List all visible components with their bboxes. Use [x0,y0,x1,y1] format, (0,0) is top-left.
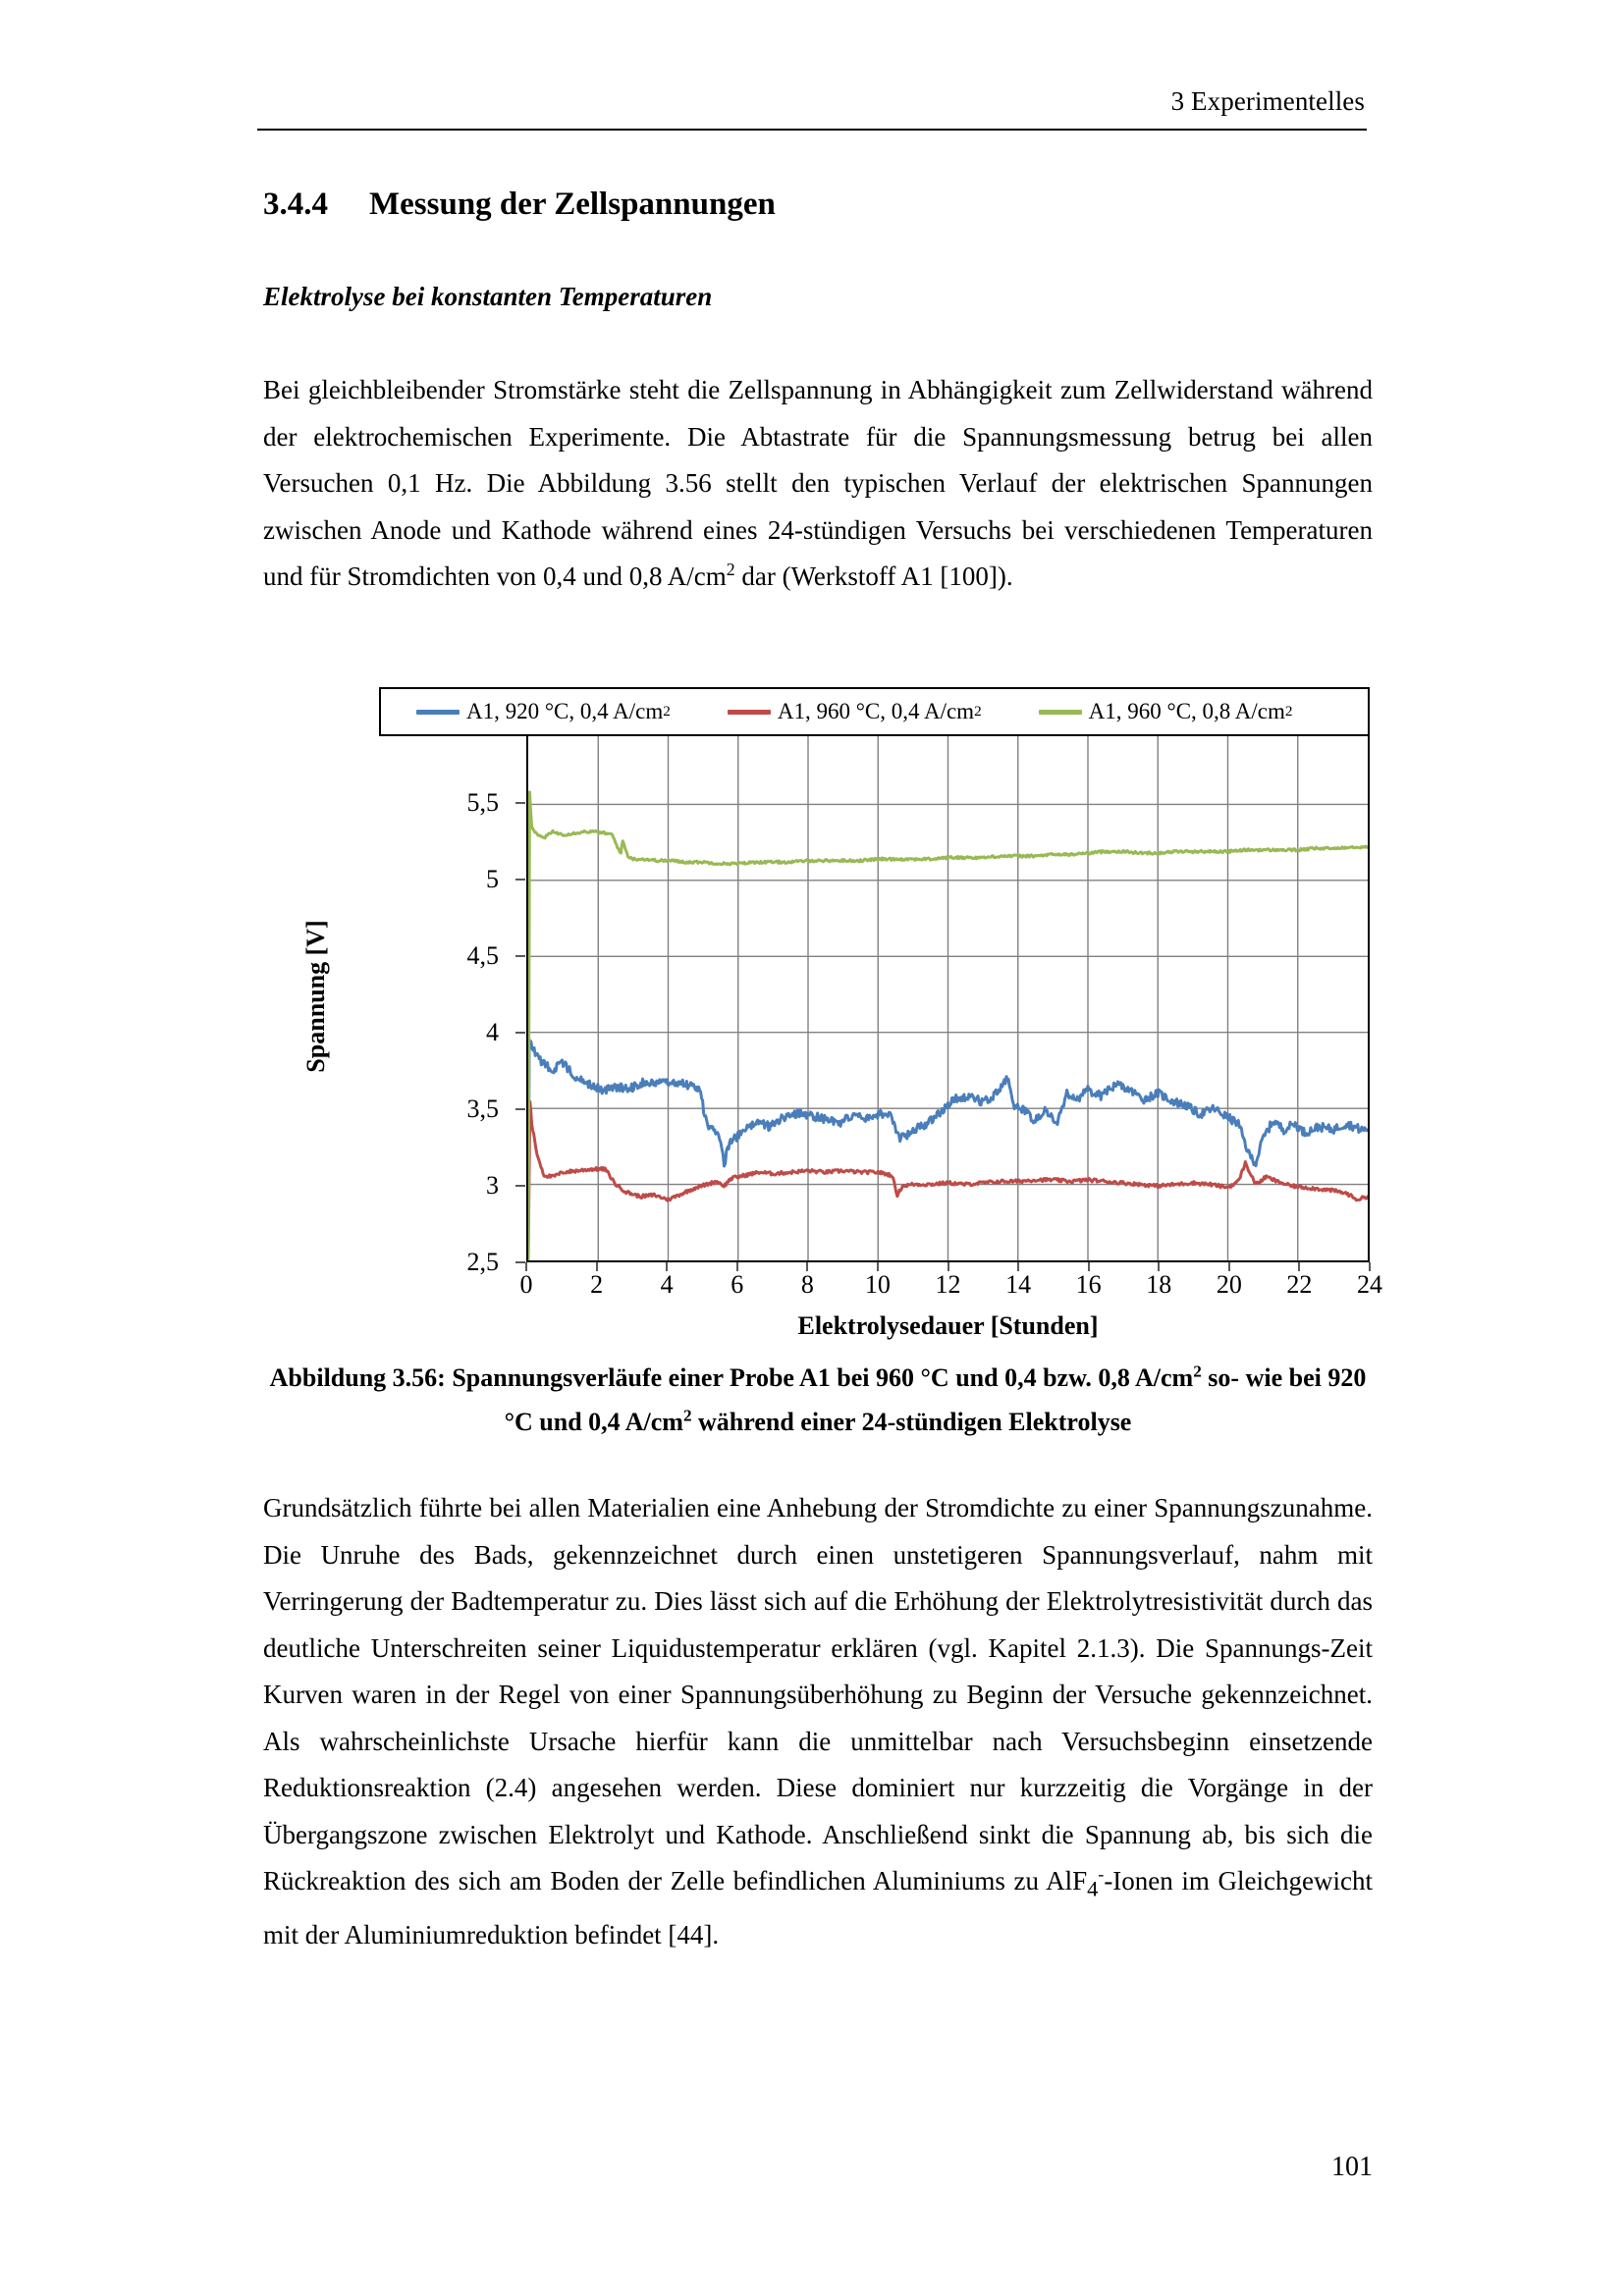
y-tick-mark [515,1261,525,1263]
paragraph-2-text-a: Grundsätzlich führte bei allen Materiali… [263,1493,1373,1896]
x-tick-label: 2 [590,1270,604,1299]
caption-line1-sup: 2 [1193,1362,1202,1381]
y-tick-label: 3 [486,1171,499,1200]
y-tick-mark [515,1108,525,1110]
caption-line1-a: Abbildung 3.56: Spannungsverläufe einer … [269,1363,1194,1392]
y-tick-label: 3,5 [466,1095,500,1123]
paragraph-1-text-b: dar (Werkstoff A1 [100]). [734,561,1013,591]
running-head: 3 Experimentelles [1170,86,1365,116]
x-tick-label: 24 [1357,1270,1382,1299]
legend-swatch-2 [1038,709,1082,715]
y-tick-mark [515,879,525,881]
paragraph-1-superscript: 2 [726,560,735,579]
figure-caption: Abbildung 3.56: Spannungsverläufe einer … [263,1356,1373,1444]
x-tick-label: 18 [1146,1270,1172,1299]
x-tick-label: 22 [1286,1270,1313,1299]
x-tick-mark [1087,1262,1090,1271]
paragraph-1-text-a: Bei gleichbleibender Stromstärke steht d… [263,375,1373,591]
body-paragraph-2: Grundsätzlich führte bei allen Materiali… [263,1485,1373,1958]
legend-swatch-0 [416,709,460,715]
x-tick-mark [947,1262,949,1271]
x-tick-mark [666,1262,669,1271]
x-axis-tick-labels: 0 2 4 6 8 10 12 14 16 18 20 22 24 [520,1270,1383,1308]
y-tick-mark [515,955,525,957]
legend-item-0: A1, 920 °C, 0,4 A/cm 2 [416,699,671,724]
y-axis-tick-labels: 2,533,544,555,56 [410,712,513,1276]
section-heading: 3.4.4 Messung der Zellspannungen [263,187,1373,223]
chart-legend: A1, 920 °C, 0,4 A/cm 2 A1, 960 °C, 0,4 A/… [379,687,1370,736]
x-tick-label: 8 [800,1270,814,1299]
x-tick-mark [525,1262,527,1271]
x-tick-mark [1369,1262,1371,1271]
x-tick-mark [806,1262,809,1271]
plot-svg [528,728,1368,1260]
y-tick-mark [515,1185,525,1187]
page-number: 101 [1331,2152,1373,2182]
y-tick-label: 5,5 [466,788,500,817]
x-tick-label: 20 [1216,1270,1242,1299]
legend-label-1: A1, 960 °C, 0,4 A/cm [777,699,975,723]
x-tick-mark [1017,1262,1020,1271]
x-tick-mark [1227,1262,1230,1271]
x-tick-mark [735,1262,738,1271]
header-rule [257,129,1367,131]
x-tick-label: 10 [864,1270,891,1299]
y-tick-label: 4,5 [466,941,500,970]
x-tick-mark [595,1262,598,1271]
x-tick-label: 0 [519,1270,533,1299]
legend-item-1: A1, 960 °C, 0,4 A/cm 2 [727,699,982,724]
y-tick-label: 4 [486,1018,499,1046]
y-tick-mark [515,802,525,804]
x-tick-mark [1298,1262,1301,1271]
sub-heading: Elektrolyse bei konstanten Temperaturen [263,282,713,311]
y-axis-title: Spannung [V] [301,920,330,1073]
caption-line1-b: so- [1201,1363,1240,1392]
x-tick-label: 6 [731,1270,744,1299]
x-tick-mark [1158,1262,1161,1271]
paragraph-2-subscript: 4 [1087,1876,1099,1901]
x-axis-title: Elektrolysedauer [Stunden] [797,1311,1099,1340]
caption-line2-b: während einer 24-stündigen Elektrolyse [691,1408,1132,1436]
caption-line2-a: wie bei 920 °C und 0,4 A/cm [504,1363,1367,1436]
series-line [528,1038,1368,1260]
plot-area [526,726,1370,1262]
series-line [528,790,1368,1260]
y-tick-label: 2,5 [466,1248,500,1276]
caption-line2-sup: 2 [682,1406,692,1425]
section-number: 3.4.4 [263,187,328,222]
figure-3-56: A1, 920 °C, 0,4 A/cm 2 A1, 960 °C, 0,4 A/… [263,687,1383,1340]
x-tick-label: 12 [935,1270,961,1299]
legend-label-0: A1, 920 °C, 0,4 A/cm [466,699,664,723]
paragraph-2-superscript: - [1098,1864,1105,1884]
y-tick-mark [515,1032,525,1034]
series-line [528,1099,1368,1260]
paragraph-2-text-b: -Ionen im Gleichgewicht mit der Aluminiu… [263,1866,1373,1949]
x-axis-tick-marks [525,1262,1371,1272]
x-tick-label: 14 [1005,1270,1032,1299]
x-tick-mark [876,1262,879,1271]
y-tick-label: 5 [486,865,499,893]
x-tick-label: 16 [1075,1270,1102,1299]
chart: A1, 920 °C, 0,4 A/cm 2 A1, 960 °C, 0,4 A/… [263,687,1383,1340]
x-tick-label: 4 [660,1270,674,1299]
legend-swatch-1 [727,709,771,715]
legend-item-2: A1, 960 °C, 0,8 A/cm 2 [1038,699,1292,724]
section-title: Messung der Zellspannungen [369,187,776,222]
body-paragraph-1: Bei gleichbleibender Stromstärke steht d… [263,367,1373,601]
legend-label-2: A1, 960 °C, 0,8 A/cm [1088,699,1285,723]
